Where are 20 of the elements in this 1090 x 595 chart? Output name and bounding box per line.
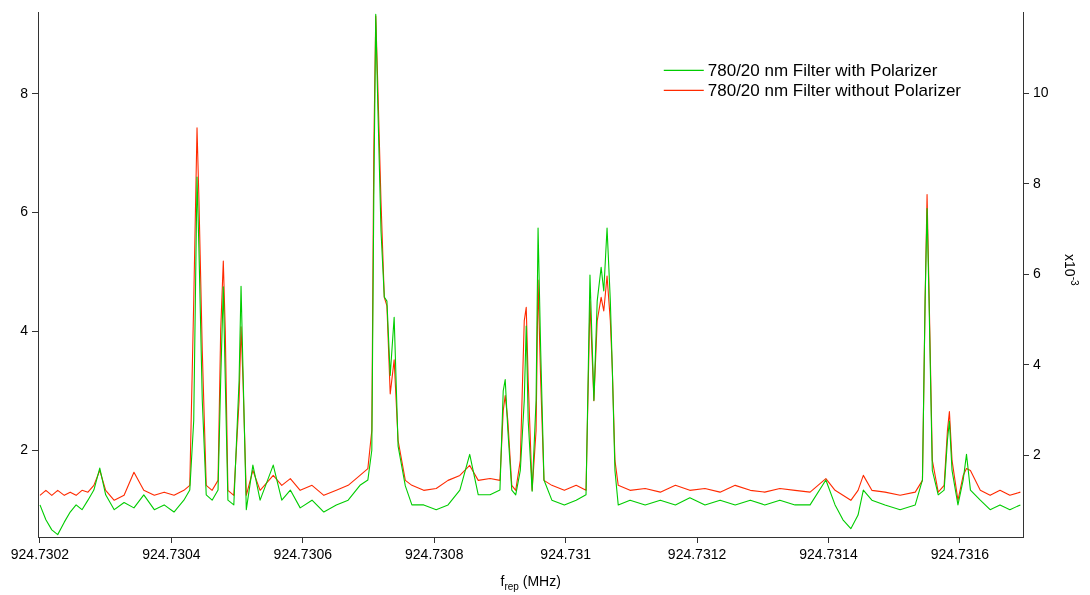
- y2-tick-label: 2: [1033, 446, 1041, 463]
- x-tick-label: 924.7314: [799, 546, 858, 563]
- legend-label: 780/20 nm Filter with Polarizer: [707, 61, 938, 81]
- x-tick-label: 924.7302: [10, 546, 70, 563]
- legend-label: 780/20 nm Filter without Polarizer: [707, 81, 962, 101]
- x-axis-title: f$_{rep}$ (MHz): [500, 573, 561, 592]
- y-tick-label: 8: [20, 84, 29, 101]
- y2-tick-label: 6: [1033, 265, 1041, 282]
- x-tick-label: 924.731: [540, 546, 592, 563]
- x-tick-label: 924.7312: [667, 546, 727, 563]
- y2-tick-label: 8: [1033, 174, 1041, 191]
- x-tick-label: 924.7316: [930, 546, 990, 563]
- x-tick-label: 924.7308: [405, 546, 464, 563]
- x-tick-label: 924.7306: [273, 546, 333, 563]
- y2-tick-label: 4: [1033, 355, 1041, 372]
- y-tick-label: 6: [20, 203, 29, 220]
- x-tick-label: 924.7304: [142, 546, 201, 563]
- y-tick-label: 4: [20, 322, 29, 339]
- y2-tick-label: 10: [1033, 83, 1049, 100]
- y-tick-label: 2: [20, 441, 29, 458]
